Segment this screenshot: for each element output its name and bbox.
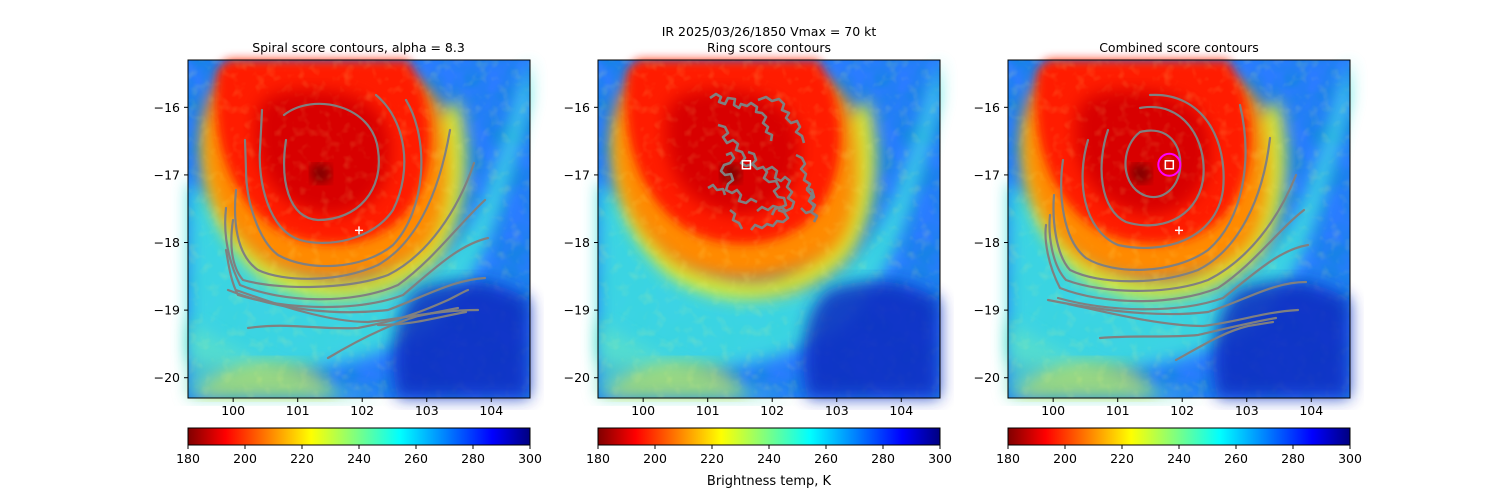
panel-spiral: Spiral score contours, alpha = 8.3 100 10… [154, 40, 542, 466]
y-tick-label: −18 [974, 235, 1000, 250]
x-tick-label: 102 [350, 403, 374, 418]
y-tick-label: −19 [564, 303, 590, 318]
y-tick-label: −18 [564, 235, 590, 250]
x-tick-label: 104 [479, 403, 503, 418]
ir-image-ring [598, 60, 940, 398]
center-plus-marker [1175, 226, 1183, 235]
x-tick-label: 101 [1106, 403, 1130, 418]
y-tick-label: −20 [154, 370, 180, 385]
panel-title-spiral: Spiral score contours, alpha = 8.3 [252, 40, 465, 55]
colorbar-tick-label: 300 [518, 451, 542, 466]
colorbar-tick-label: 180 [586, 451, 610, 466]
x-tick-label: 102 [760, 403, 784, 418]
colorbar-tick-label: 260 [814, 451, 838, 466]
plot-area-spiral [187, 59, 531, 399]
axes-frame [597, 59, 941, 399]
axes-frame [187, 59, 531, 399]
panel-combined: Combined score contours 100 101 102 103 104 … [974, 40, 1362, 466]
colorbar-tick-label: 180 [176, 451, 200, 466]
colorbar-combined: 180 200 220 240 260 280 300 [996, 427, 1362, 466]
y-tick-label: −16 [564, 100, 590, 115]
x-tick-label: 103 [415, 403, 439, 418]
x-tick-label: 101 [696, 403, 720, 418]
center-square-marker [1164, 160, 1175, 170]
y-tick-label: −17 [154, 167, 180, 182]
x-tick-label: 103 [825, 403, 849, 418]
colorbar-tick-label: 200 [643, 451, 667, 466]
colorbar-tick-label: 260 [1224, 451, 1248, 466]
colorbar-tick-label: 300 [1338, 451, 1362, 466]
x-tick-label: 101 [286, 403, 310, 418]
y-tick-label: −20 [974, 370, 1000, 385]
colorbar-spiral: 180 200 220 240 260 280 300 [176, 427, 542, 466]
y-tick-label: −17 [564, 167, 590, 182]
colorbar-tick-label: 180 [996, 451, 1020, 466]
panel-ring: IR 2025/03/26/1850 Vmax = 70 kt Ring sco… [564, 24, 952, 466]
x-tick-label: 104 [889, 403, 913, 418]
colorbar-tick-label: 240 [757, 451, 781, 466]
y-tick-label: −19 [154, 303, 180, 318]
y-tick-label: −19 [974, 303, 1000, 318]
y-tick-label: −17 [974, 167, 1000, 182]
y-tick-label: −20 [564, 370, 590, 385]
x-tick-label: 103 [1235, 403, 1259, 418]
center-circle-marker [1157, 152, 1182, 177]
colorbar-tick-label: 200 [233, 451, 257, 466]
x-tick-label: 102 [1170, 403, 1194, 418]
x-tick-label: 104 [1299, 403, 1323, 418]
colorbar-tick-label: 220 [290, 451, 314, 466]
colorbar-tick-label: 260 [404, 451, 428, 466]
colorbar-tick-label: 200 [1053, 451, 1077, 466]
x-tick-label: 100 [221, 403, 245, 418]
plot-area-combined [1007, 59, 1351, 399]
colorbar-tick-label: 300 [928, 451, 952, 466]
x-tick-label: 100 [1041, 403, 1065, 418]
colorbar-tick-label: 240 [1167, 451, 1191, 466]
colorbar-label: Brightness temp, K [707, 474, 832, 489]
x-tick-label: 100 [631, 403, 655, 418]
colorbar-tick-label: 280 [1281, 451, 1305, 466]
center-square-marker [741, 160, 752, 170]
colorbar-tick-label: 220 [700, 451, 724, 466]
axes-frame [1007, 59, 1351, 399]
y-tick-label: −18 [154, 235, 180, 250]
figure-suptitle: IR 2025/03/26/1850 Vmax = 70 kt [662, 24, 877, 39]
y-tick-label: −16 [154, 100, 180, 115]
plot-area-ring [597, 59, 941, 399]
colorbar-tick-label: 280 [871, 451, 895, 466]
colorbar-tick-label: 220 [1110, 451, 1134, 466]
colorbar-tick-label: 280 [461, 451, 485, 466]
center-plus-marker [355, 226, 363, 235]
colorbar-ring: 180 200 220 240 260 280 300 [586, 427, 952, 466]
y-tick-label: −16 [974, 100, 1000, 115]
panel-title-ring: Ring score contours [707, 40, 831, 55]
panel-title-combined: Combined score contours [1099, 40, 1259, 55]
colorbar-tick-label: 240 [347, 451, 371, 466]
